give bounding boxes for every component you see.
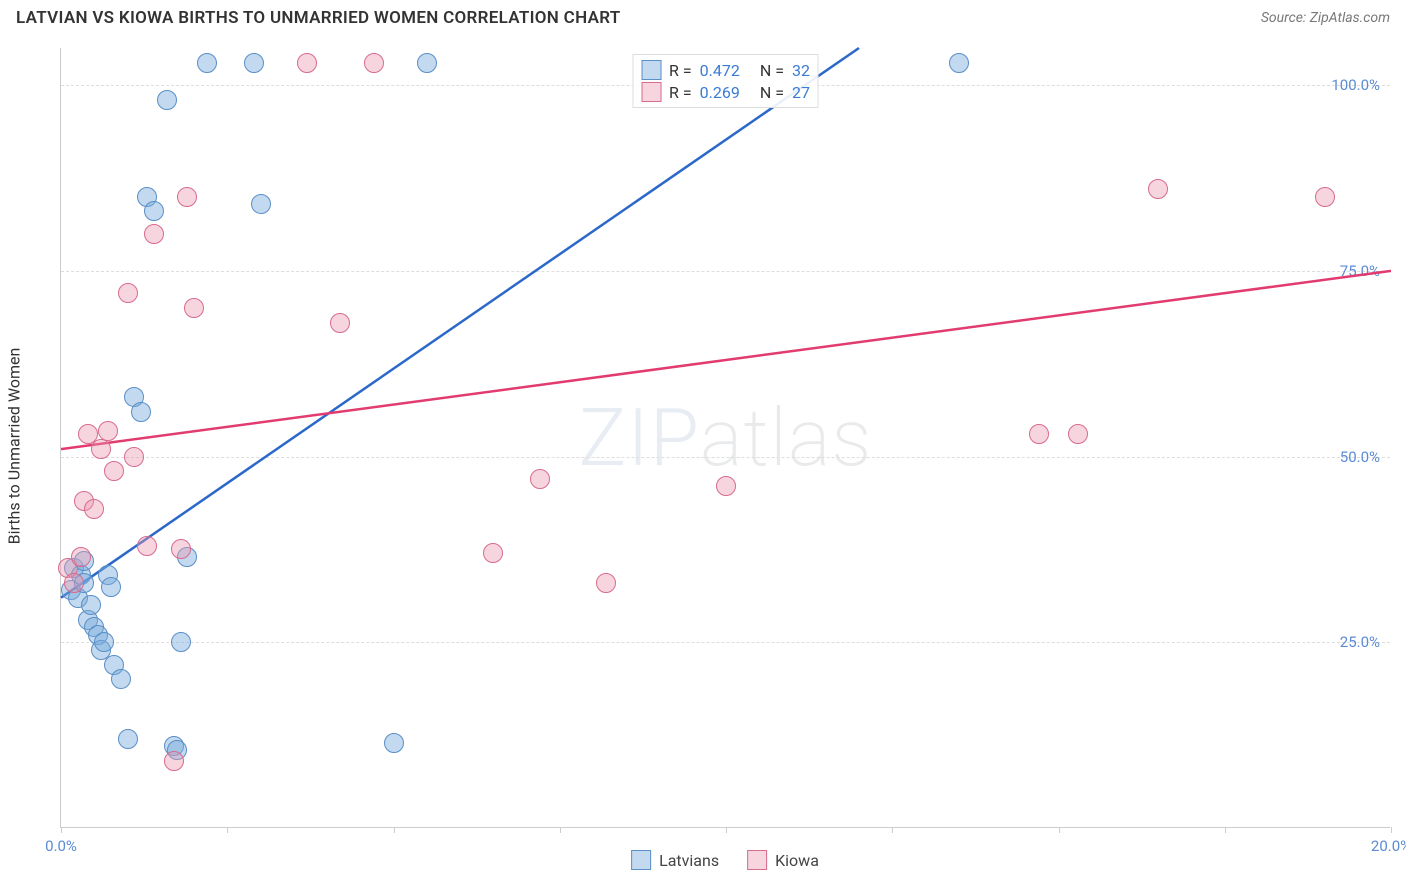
data-point — [124, 447, 144, 467]
chart-title: LATVIAN VS KIOWA BIRTHS TO UNMARRIED WOM… — [16, 8, 621, 28]
data-point — [417, 53, 437, 73]
legend-r-label: R = — [669, 61, 692, 80]
data-point — [483, 543, 503, 563]
legend-swatch — [631, 850, 651, 870]
legend-swatch — [641, 82, 661, 102]
data-point — [64, 573, 84, 593]
data-point — [177, 187, 197, 207]
data-point — [104, 461, 124, 481]
data-point — [384, 733, 404, 753]
legend-item: Latvians — [631, 850, 719, 870]
legend-correlation: R = 0.472 N = 32 R = 0.269 N = 27 — [632, 54, 819, 108]
data-point — [144, 201, 164, 221]
data-point — [81, 595, 101, 615]
data-point — [1029, 424, 1049, 444]
scatter-chart: ZIPatlas 25.0%50.0%75.0%100.0%0.0%20.0%R… — [60, 48, 1390, 828]
data-point — [164, 751, 184, 771]
data-point — [530, 469, 550, 489]
legend-row: R = 0.472 N = 32 — [641, 59, 810, 81]
legend-bottom: Latvians Kiowa — [631, 834, 819, 886]
data-point — [171, 539, 191, 559]
data-point — [244, 53, 264, 73]
data-point — [596, 573, 616, 593]
data-point — [184, 298, 204, 318]
data-point — [101, 577, 121, 597]
data-point — [1148, 179, 1168, 199]
data-point — [330, 313, 350, 333]
data-point — [71, 547, 91, 567]
data-point — [364, 53, 384, 73]
x-tick — [1391, 827, 1392, 833]
trend-line — [61, 48, 859, 598]
data-point — [1068, 424, 1088, 444]
data-point — [949, 53, 969, 73]
data-point — [137, 536, 157, 556]
data-point — [251, 194, 271, 214]
y-axis-label: Births to Unmarried Women — [5, 348, 24, 545]
chart-header: LATVIAN VS KIOWA BIRTHS TO UNMARRIED WOM… — [0, 0, 1406, 32]
legend-swatch — [641, 60, 661, 80]
trend-line — [61, 271, 1391, 449]
legend-n-label: N = — [760, 83, 784, 102]
data-point — [94, 632, 114, 652]
legend-label: Kiowa — [775, 851, 819, 870]
legend-row: R = 0.269 N = 27 — [641, 81, 810, 103]
data-point — [131, 402, 151, 422]
data-point — [91, 439, 111, 459]
trendlines — [61, 48, 1391, 828]
chart-source: Source: ZipAtlas.com — [1261, 10, 1390, 26]
data-point — [84, 499, 104, 519]
legend-label: Latvians — [659, 851, 719, 870]
legend-item: Kiowa — [747, 850, 819, 870]
data-point — [157, 90, 177, 110]
legend-r-value: 0.269 — [700, 83, 740, 102]
data-point — [197, 53, 217, 73]
x-tick-label: 20.0% — [1371, 837, 1406, 855]
data-point — [171, 632, 191, 652]
data-point — [118, 283, 138, 303]
legend-n-value: 27 — [792, 83, 810, 102]
x-tick-label: 0.0% — [45, 837, 77, 855]
data-point — [98, 421, 118, 441]
data-point — [118, 729, 138, 749]
data-point — [111, 669, 131, 689]
legend-n-label: N = — [760, 61, 784, 80]
legend-swatch — [747, 850, 767, 870]
legend-r-value: 0.472 — [700, 61, 740, 80]
plot-area: ZIPatlas 25.0%50.0%75.0%100.0%0.0%20.0%R… — [61, 48, 1390, 827]
data-point — [297, 53, 317, 73]
data-point — [144, 224, 164, 244]
data-point — [716, 476, 736, 496]
legend-n-value: 32 — [792, 61, 810, 80]
legend-r-label: R = — [669, 83, 692, 102]
data-point — [1315, 187, 1335, 207]
